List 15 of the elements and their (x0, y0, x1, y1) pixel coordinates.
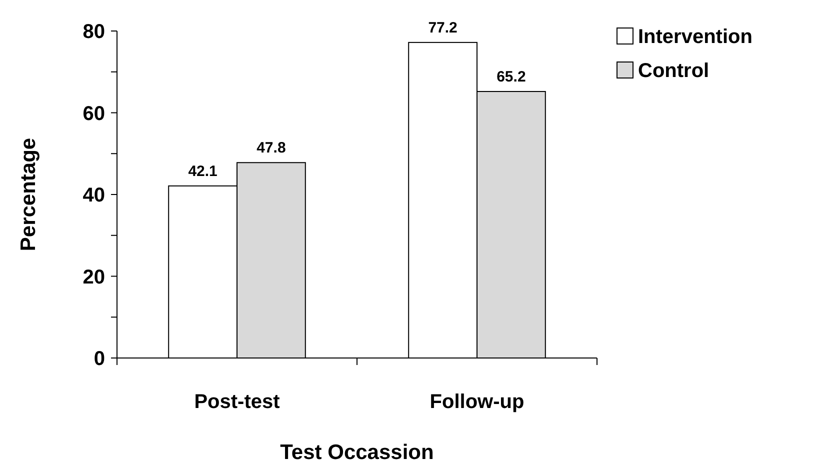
x-tick-label: Post-test (194, 391, 280, 413)
legend-label: Control (638, 60, 710, 82)
y-axis-title: Percentage (17, 138, 40, 252)
data-label: 65.2 (496, 68, 526, 86)
legend-label: Intervention (638, 26, 752, 48)
x-tick-label: Follow-up (430, 391, 524, 413)
y-tick-label: 0 (94, 348, 105, 370)
data-label: 77.2 (428, 19, 458, 36)
y-tick-label: 80 (82, 21, 105, 43)
y-tick-label: 40 (82, 184, 105, 206)
x-axis-title: Test Occassion (280, 441, 434, 464)
data-label: 42.1 (188, 162, 218, 180)
y-tick-label: 60 (82, 102, 105, 125)
data-label: 47.8 (256, 140, 286, 157)
y-tick-label: 20 (82, 266, 105, 288)
